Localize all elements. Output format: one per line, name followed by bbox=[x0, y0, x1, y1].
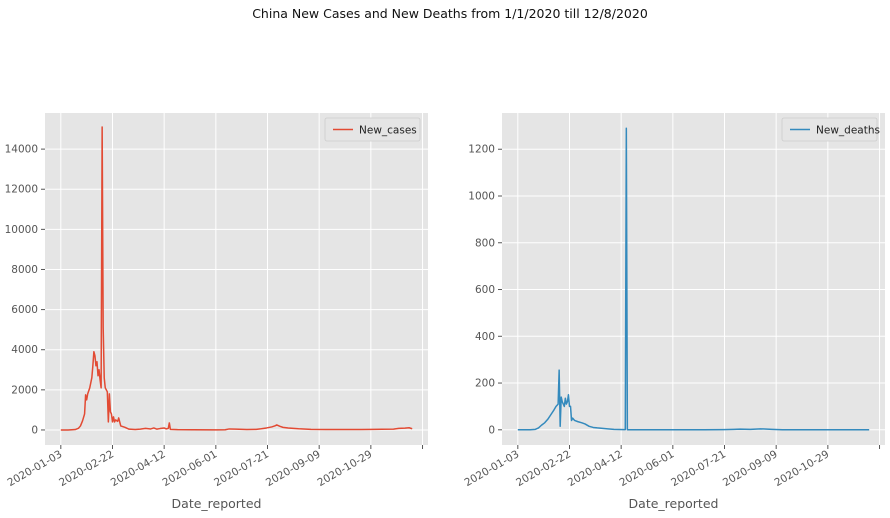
legend-box-deaths bbox=[781, 117, 878, 142]
xaxis-label-cases: Date_reported bbox=[172, 496, 262, 511]
xtick-label-deaths: 2020-04-12 bbox=[566, 448, 625, 489]
xtick-label-cases: 2020-10-29 bbox=[315, 448, 374, 489]
xtick-label-deaths: 2020-01-03 bbox=[462, 448, 521, 489]
xtick-label-cases: 2020-02-22 bbox=[57, 448, 116, 489]
chart-new-deaths: 0 200 400 600 800 1000 1200 2020-01-032020-02-2… bbox=[462, 113, 885, 511]
ytick-label-cases: 8000 bbox=[11, 264, 38, 276]
xtick-label-cases: 2020-09-09 bbox=[264, 448, 323, 489]
chart-new-cases: 0 2000 4000 6000 8000 10000 12000 14000 2020-01-… bbox=[5, 113, 428, 511]
ytick-label-cases: 6000 bbox=[11, 304, 38, 316]
ytick-label-deaths: 600 bbox=[475, 284, 495, 296]
ytick-label-cases: 2000 bbox=[11, 384, 38, 396]
ytick-label-deaths: 0 bbox=[488, 424, 495, 436]
xaxis-label-deaths: Date_reported bbox=[629, 496, 719, 511]
plot-background-deaths bbox=[502, 113, 885, 445]
legend-cases: New_cases bbox=[324, 117, 421, 142]
xtick-label-cases: 2020-06-01 bbox=[160, 448, 219, 489]
ytick-label-cases: 12000 bbox=[5, 184, 38, 196]
xtick-label-cases: 2020-07-21 bbox=[212, 448, 271, 489]
xtick-label-deaths: 2020-02-22 bbox=[514, 448, 573, 489]
xtick-label-cases: 2020-01-03 bbox=[5, 448, 64, 489]
ytick-label-deaths: 1000 bbox=[468, 191, 495, 203]
xtick-label-deaths: 2020-10-29 bbox=[772, 448, 831, 489]
ytick-label-cases: 4000 bbox=[11, 344, 38, 356]
ytick-label-deaths: 1200 bbox=[468, 144, 495, 156]
legend-label-cases: New_cases bbox=[359, 125, 417, 137]
series-line-cases bbox=[60, 126, 413, 431]
ytick-label-deaths: 400 bbox=[475, 331, 495, 343]
ytick-label-cases: 14000 bbox=[5, 144, 38, 156]
series-line-deaths bbox=[517, 127, 870, 431]
legend-box-cases bbox=[324, 117, 421, 142]
xtick-label-deaths: 2020-09-09 bbox=[721, 448, 780, 489]
ytick-label-deaths: 800 bbox=[475, 237, 495, 249]
xtick-label-deaths: 2020-07-21 bbox=[669, 448, 728, 489]
ytick-label-deaths: 200 bbox=[475, 378, 495, 390]
xtick-label-deaths: 2020-06-01 bbox=[617, 448, 676, 489]
legend-label-deaths: New_deaths bbox=[816, 125, 880, 137]
ytick-label-cases: 0 bbox=[31, 424, 38, 436]
figure-title: China New Cases and New Deaths from 1/1/… bbox=[252, 6, 648, 21]
xtick-label-cases: 2020-04-12 bbox=[109, 448, 168, 489]
ytick-label-cases: 10000 bbox=[5, 224, 38, 236]
legend-deaths: New_deaths bbox=[781, 117, 880, 142]
